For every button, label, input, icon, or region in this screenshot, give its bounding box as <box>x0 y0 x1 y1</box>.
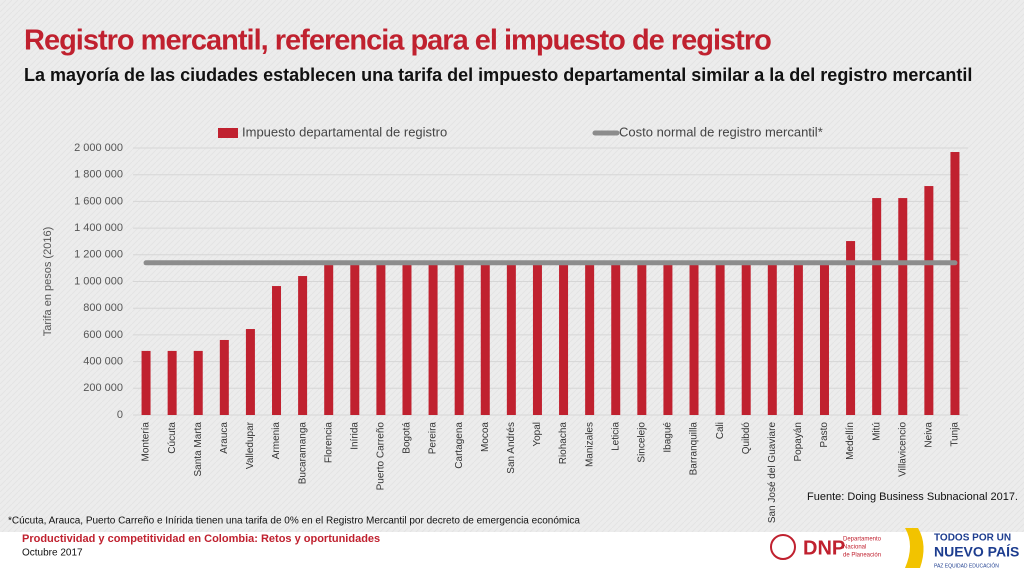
x-tick-label: Medellín <box>845 422 856 460</box>
dnp-sub: Departamento <box>843 537 882 543</box>
y-tick-label: 0 <box>117 409 123 421</box>
slogan-flag <box>905 528 924 568</box>
bar <box>480 264 490 415</box>
chart: 0 200 000 400 000 600 000 800 000 1 000 000 1 … <box>42 124 968 523</box>
bar <box>715 264 725 415</box>
y-tick-label: 1 400 000 <box>74 222 123 234</box>
footer-band <box>0 532 1024 576</box>
x-tick-label: Popayán <box>793 422 804 461</box>
x-tick-label: Tunja <box>950 422 961 447</box>
y-tick-label: 800 000 <box>83 302 123 314</box>
y-tick-label: 400 000 <box>83 356 123 368</box>
bar <box>506 264 516 415</box>
x-tick-label: Ibagué <box>663 422 674 453</box>
bar <box>219 339 229 415</box>
legend-label: Impuesto departamental de registro <box>242 124 447 139</box>
legend-label: Costo normal de registro mercantil* <box>619 124 823 139</box>
y-tick-label: 1 800 000 <box>74 169 123 181</box>
x-tick-label: San Andrés <box>506 422 517 474</box>
bar <box>167 350 177 415</box>
bar <box>324 264 334 415</box>
source: Fuente: Doing Business Subnacional 2017. <box>807 491 1018 503</box>
x-tick-label: Montería <box>141 422 152 462</box>
bar <box>245 329 255 415</box>
x-tick-label: Leticia <box>610 422 621 451</box>
x-tick-label: Bucaramanga <box>297 422 308 485</box>
bar <box>454 264 464 415</box>
bar <box>898 198 908 415</box>
dnp-sub: de Planeación <box>843 553 881 559</box>
bar <box>950 152 960 415</box>
x-tick-label: Inírida <box>349 422 360 450</box>
x-tick-label: Cúcuta <box>167 422 178 454</box>
x-tick-label: Santa Marta <box>193 422 204 477</box>
x-tick-label: Florencia <box>323 422 334 464</box>
legend-swatch <box>218 128 238 138</box>
slogan: NUEVO PAÍS <box>934 544 1019 560</box>
bar <box>585 264 595 415</box>
y-tick-label: 1 600 000 <box>74 195 123 207</box>
bar <box>272 286 282 415</box>
bar <box>350 264 360 415</box>
subtitle-box: La mayoría de las ciudades establecen un… <box>24 65 973 85</box>
bar <box>767 264 777 415</box>
bar <box>663 264 673 415</box>
bar <box>741 264 751 415</box>
y-tick-label: 600 000 <box>83 329 123 341</box>
bar <box>611 264 621 415</box>
bar <box>819 264 829 415</box>
bar <box>532 264 542 415</box>
x-tick-label: Armenia <box>271 422 282 460</box>
bar <box>924 186 934 415</box>
bar <box>376 264 386 415</box>
x-tick-label: Quibdó <box>741 422 752 455</box>
x-tick-label: Pereira <box>428 422 439 455</box>
bar <box>141 350 151 415</box>
x-tick-label: Riohacha <box>558 422 569 465</box>
bar <box>689 264 699 415</box>
x-tick-label: Cali <box>715 422 726 439</box>
x-tick-label: Cartagena <box>454 422 465 469</box>
y-axis-label: Tarifa en pesos (2016) <box>42 227 54 336</box>
footer-date: Octubre 2017 <box>22 548 83 559</box>
bar <box>637 264 647 415</box>
x-tick-label: Yopal <box>532 422 543 447</box>
y-tick-label: 1 200 000 <box>74 249 123 261</box>
slogan: PAZ EQUIDAD EDUCACIÓN <box>934 562 999 569</box>
bar <box>428 264 438 415</box>
x-tick-label: Villavicencio <box>897 422 908 477</box>
title: Registro mercantil, referencia para el i… <box>24 25 771 57</box>
x-tick-label: San José del Guaviare <box>767 422 778 524</box>
footnote: *Cúcuta, Arauca, Puerto Carreño e Inírid… <box>8 516 580 527</box>
y-tick-label: 1 000 000 <box>74 275 123 287</box>
bar <box>872 198 882 415</box>
y-tick-label: 200 000 <box>83 382 123 394</box>
x-tick-label: Mocoa <box>480 422 491 452</box>
x-tick-label: Barranquilla <box>689 422 700 476</box>
emblem <box>770 534 796 560</box>
x-tick-label: Bogotá <box>402 422 413 454</box>
x-tick-label: Manizales <box>584 422 595 467</box>
footer-title: Productividad y competitividad en Colomb… <box>22 533 380 545</box>
x-tick-label: Valledupar <box>245 421 256 469</box>
bar <box>846 241 856 415</box>
x-tick-label: Sincelejo <box>636 422 647 463</box>
x-tick-label: Puerto Carreño <box>376 422 387 491</box>
bar <box>559 264 569 415</box>
bar <box>193 350 203 415</box>
dnp-sub: Nacional <box>843 545 866 551</box>
dnp-logo: DNP <box>803 537 845 559</box>
bar <box>298 276 308 415</box>
subtitle: La mayoría de las ciudades establecen un… <box>24 65 973 85</box>
bar <box>402 264 412 415</box>
slogan: TODOS POR UN <box>934 533 1011 544</box>
y-tick-label: 2 000 000 <box>74 142 123 154</box>
bar <box>793 264 803 415</box>
x-tick-label: Neiva <box>924 422 935 448</box>
x-tick-label: Pasto <box>819 422 830 448</box>
x-tick-label: Arauca <box>219 422 230 454</box>
x-tick-label: Mitú <box>871 422 882 441</box>
